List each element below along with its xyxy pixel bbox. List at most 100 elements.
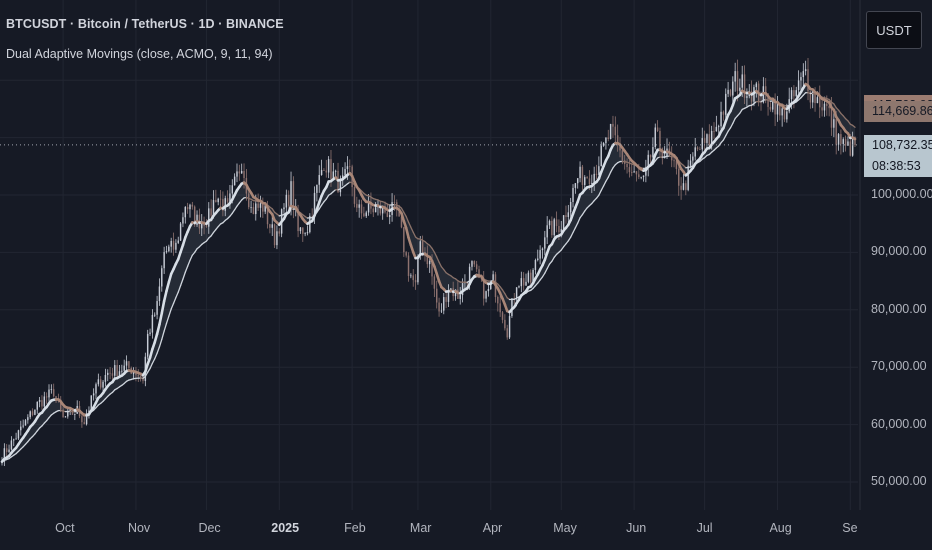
candle [605, 137, 607, 150]
candle [151, 309, 154, 339]
candle [137, 369, 140, 382]
ma-slow-line [236, 202, 240, 207]
candle [443, 292, 445, 315]
symbol-title[interactable]: BTCUSDT · Bitcoin / TetherUS · 1D · BINA… [6, 17, 284, 31]
candle [269, 223, 271, 234]
candle [99, 376, 102, 390]
candle [602, 142, 605, 147]
ma-slow-line [233, 205, 238, 211]
candle [569, 197, 572, 221]
candle [457, 281, 459, 300]
candle [776, 96, 779, 122]
ma-slow-line [504, 292, 508, 299]
candle [783, 107, 786, 123]
candle [548, 219, 551, 230]
candle [433, 274, 436, 297]
candle [743, 65, 746, 105]
ma-slow-line [205, 237, 210, 242]
ma-slow-line [144, 371, 149, 377]
last-price-tag: 108,732.35 [864, 134, 932, 156]
candle [546, 216, 548, 244]
candle [417, 254, 419, 285]
candle [703, 130, 706, 153]
ma-slow-line [541, 272, 546, 278]
ma-slow-line [231, 209, 236, 214]
ma-fast-line [165, 280, 171, 293]
price-label-100k: 100,000.00 [871, 187, 932, 201]
candle [236, 163, 238, 183]
candle [410, 273, 412, 279]
candle [238, 164, 241, 181]
candle [642, 175, 645, 182]
candle [252, 202, 255, 215]
candle [851, 131, 854, 157]
candle [196, 210, 198, 227]
candle [539, 245, 541, 265]
candle [327, 156, 330, 179]
ma-slow-line [574, 222, 579, 229]
candle [31, 408, 34, 417]
candle [819, 85, 821, 119]
candle [154, 312, 156, 317]
candle [593, 166, 595, 191]
candle [574, 183, 577, 194]
ma-slow-line [499, 286, 504, 291]
candle [332, 162, 335, 180]
ma-slow-line [412, 231, 417, 238]
candle [616, 124, 619, 152]
candle [257, 193, 259, 211]
candle [567, 204, 570, 226]
ma-slow-line [318, 204, 323, 210]
ma-slow-line [722, 134, 727, 141]
candle [689, 154, 692, 169]
candle [729, 88, 732, 97]
ma-slow-line [182, 271, 186, 280]
candle [50, 384, 53, 394]
candle [720, 101, 722, 134]
candle [64, 416, 67, 418]
candle [572, 184, 574, 208]
candle [222, 191, 224, 217]
candle [793, 85, 795, 109]
ma-slow-line [172, 296, 177, 305]
candle [38, 396, 41, 408]
candle [687, 159, 689, 192]
ma-slow-line [605, 176, 609, 182]
candle [438, 297, 440, 317]
candle [163, 246, 165, 274]
candle [208, 202, 210, 234]
ma-slow-line [609, 167, 614, 173]
time-label-jun: Jun [626, 521, 647, 535]
candle [459, 286, 461, 305]
candle [172, 232, 175, 256]
currency-button[interactable]: USDT [866, 11, 922, 49]
candle [388, 205, 391, 225]
candle [713, 122, 715, 139]
time-label-oct: Oct [55, 521, 75, 535]
ma-slow-line [725, 130, 729, 137]
candle [318, 165, 320, 193]
candle [701, 127, 703, 158]
ma-slow-line [158, 338, 163, 348]
candle [844, 135, 847, 152]
ma-slow-line [320, 201, 325, 206]
candle [74, 413, 76, 421]
candle [774, 93, 776, 127]
candle [104, 368, 107, 387]
candle [807, 58, 809, 101]
indicator-title[interactable]: Dual Adaptive Movings (close, ACMO, 9, 1… [6, 47, 273, 61]
ma-slow-line [431, 247, 436, 253]
ma-slow-line [544, 267, 548, 274]
candle [727, 81, 729, 98]
candle [165, 245, 168, 254]
candle [696, 146, 699, 152]
candle [10, 436, 13, 451]
candle [555, 211, 558, 233]
candle [614, 116, 617, 145]
candle [405, 251, 407, 258]
candle [95, 382, 97, 400]
candle [240, 163, 243, 174]
time-label-may: May [553, 521, 577, 535]
ma-slow-line [436, 256, 440, 263]
